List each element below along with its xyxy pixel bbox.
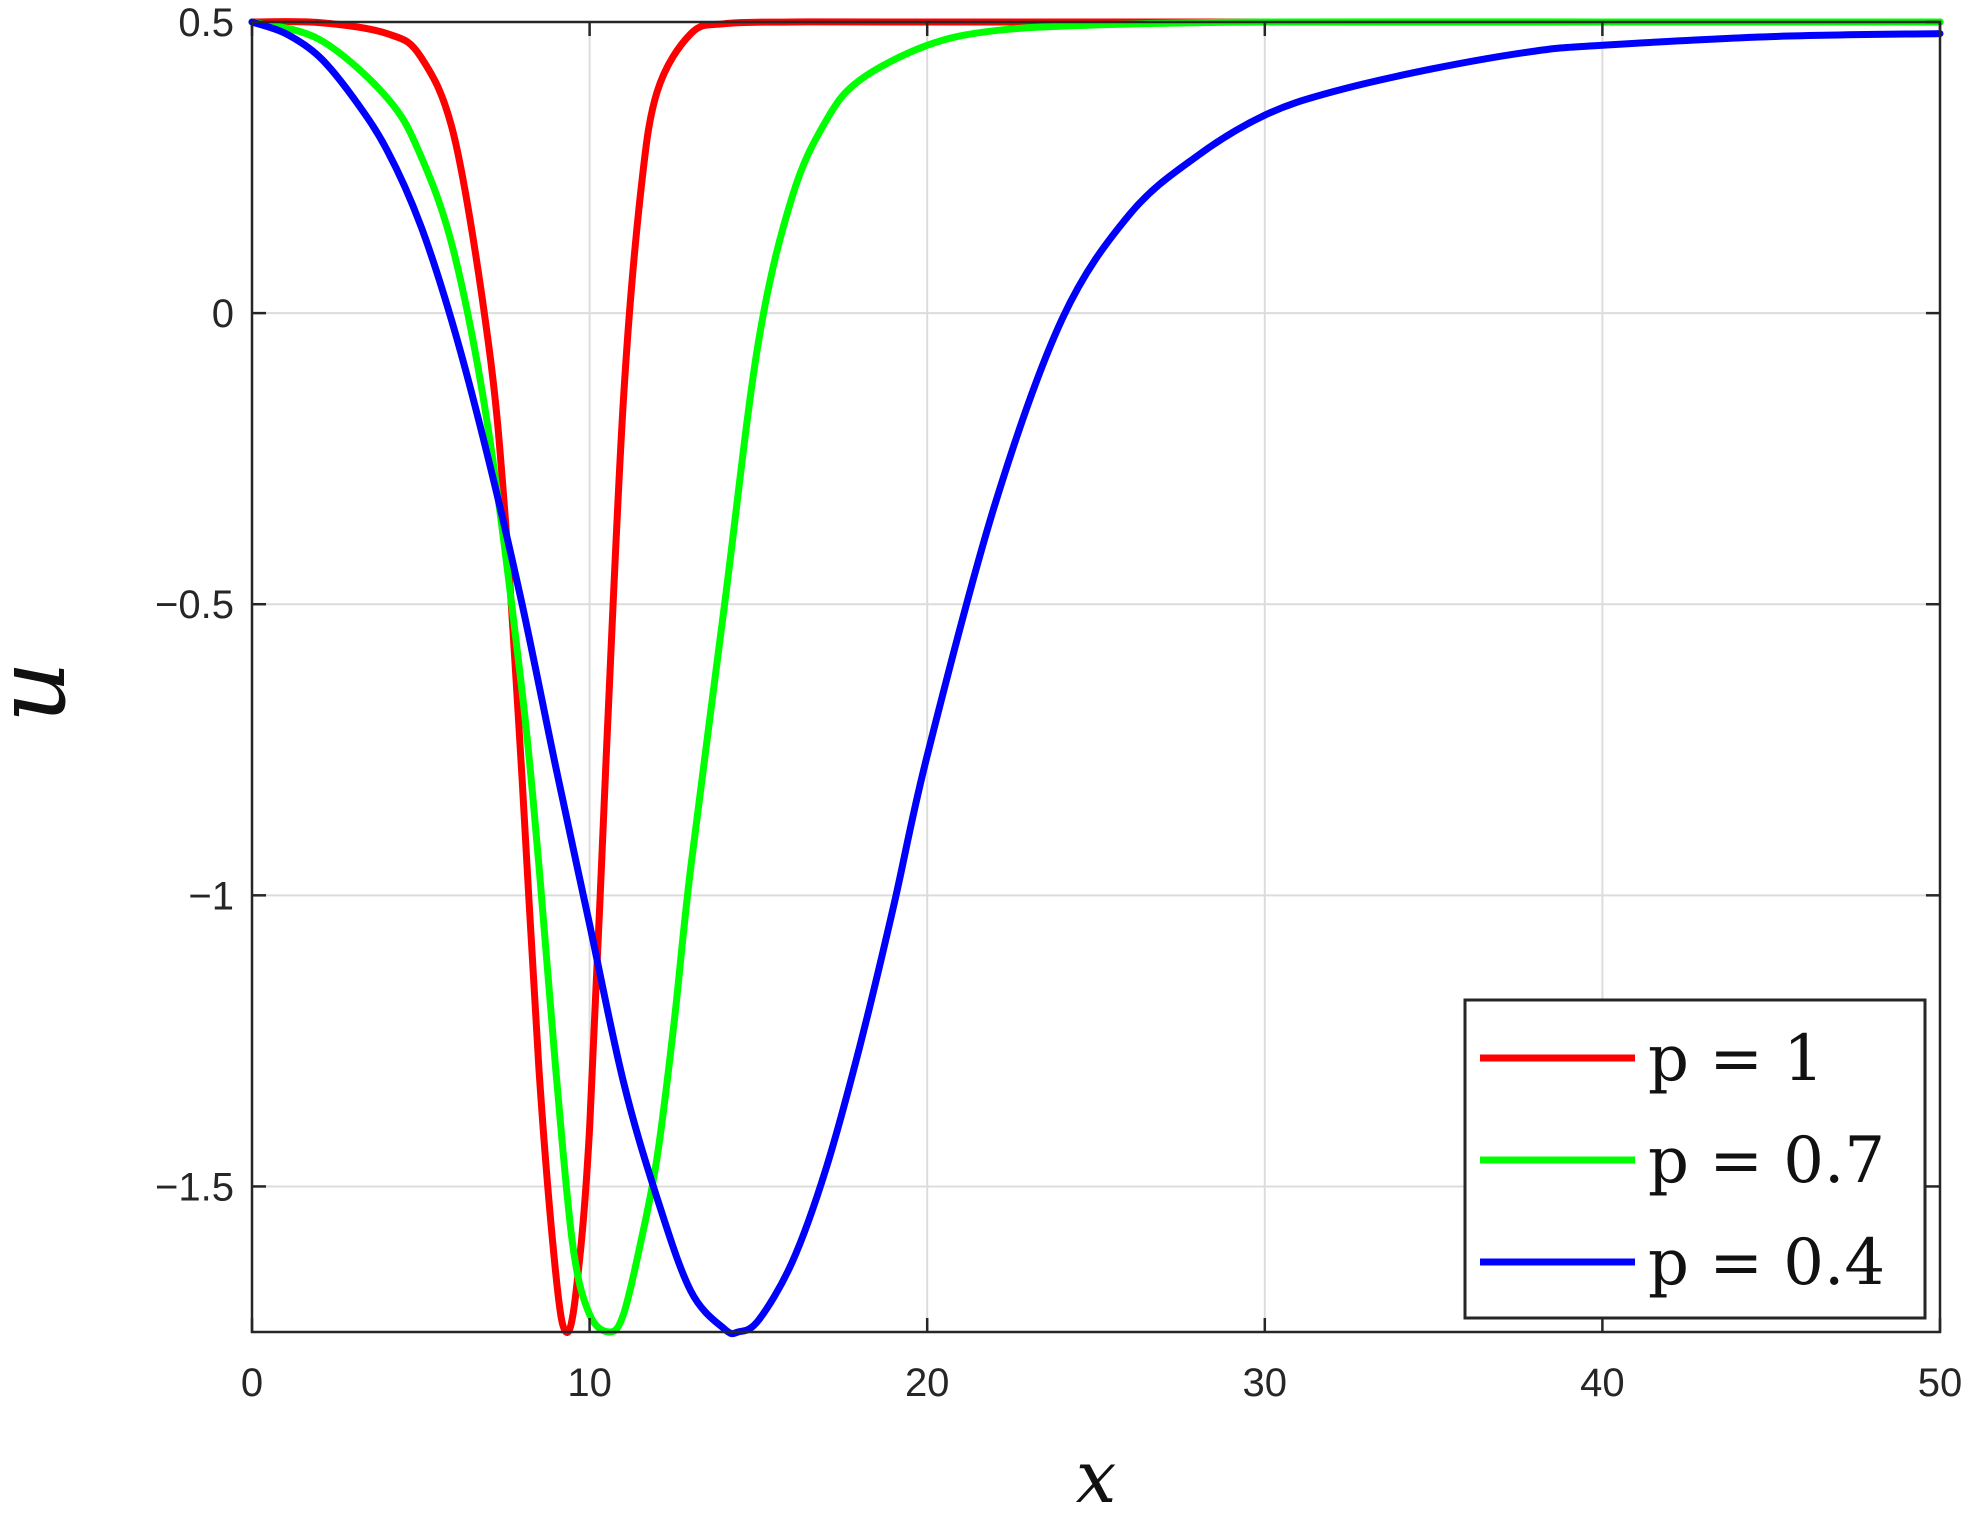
y-tick-label: 0.5 — [178, 1, 234, 45]
y-tick-label: 0 — [212, 292, 234, 336]
x-tick-label: 10 — [567, 1361, 612, 1405]
x-tick-label: 20 — [905, 1361, 950, 1405]
y-axis-label: u — [0, 661, 87, 723]
y-tick-label: −1.5 — [155, 1165, 234, 1209]
x-tick-label: 40 — [1580, 1361, 1625, 1405]
y-tick-label: −1 — [188, 874, 234, 918]
tick-labels: 0 10 20 30 40 50 0.5 0 −0.5 −1 −1.5 — [155, 1, 1962, 1405]
legend-label-p07: p = 0.7 — [1648, 1124, 1885, 1198]
series-line-p07 — [248, 18, 1944, 1336]
series-line-p04 — [248, 18, 1944, 1338]
legend: p = 1 p = 0.7 p = 0.4 — [1463, 998, 1927, 1320]
x-tick-label: 30 — [1243, 1361, 1288, 1405]
y-tick-label: −0.5 — [155, 583, 234, 627]
x-axis-label: x — [1076, 1435, 1117, 1519]
axis-ticks — [250, 20, 1942, 1332]
legend-label-p1: p = 1 — [1648, 1022, 1824, 1096]
plot-frame — [250, 20, 1942, 1334]
x-tick-label: 0 — [241, 1361, 263, 1405]
legend-label-p04: p = 0.4 — [1648, 1226, 1885, 1300]
x-tick-label: 50 — [1918, 1361, 1963, 1405]
